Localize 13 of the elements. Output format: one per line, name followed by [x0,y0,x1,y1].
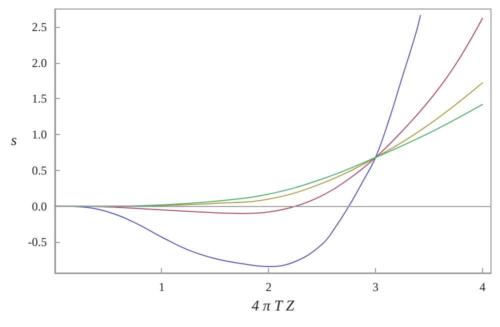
y-tick-label: 1.5 [32,92,47,106]
y-tick-label: 2.0 [32,56,47,70]
x-axis-title: 4 π T Z [252,298,295,314]
y-tick-label: -0.5 [28,235,47,250]
x-tick-label: 4 [479,280,486,294]
y-axis-title: s [10,133,17,149]
y-tick-label: 0.0 [32,199,47,214]
x-tick-label: 1 [158,280,165,294]
y-tick-label: 1.0 [32,128,47,142]
x-tick-label: 2 [266,280,272,294]
y-tick-label: 0.5 [32,163,47,178]
y-tick-label: 2.5 [32,20,47,34]
x-tick-label: 3 [372,280,379,294]
